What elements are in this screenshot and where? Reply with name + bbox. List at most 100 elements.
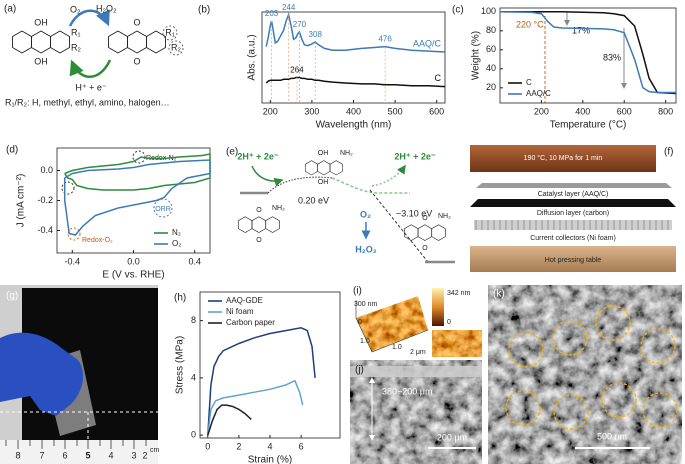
y-tick-label: 60	[486, 44, 496, 54]
reagent: O₂	[70, 4, 81, 14]
ruler-ticks	[5, 440, 147, 449]
reagent: H⁺ + e⁻	[75, 82, 107, 92]
ruler-label: 7	[39, 450, 44, 460]
plot-frame	[499, 7, 677, 104]
molecule	[305, 160, 343, 176]
series-line	[207, 404, 252, 436]
reagent: 2H⁺ + 2e⁻	[394, 151, 436, 161]
series-line	[265, 12, 446, 53]
panel-label: (a)	[4, 4, 16, 15]
legend-label: AAQ/C	[526, 89, 551, 98]
x-tick-label: 0	[205, 441, 210, 451]
series-label: AAQ/C	[413, 38, 442, 48]
atom-label: O	[422, 245, 428, 252]
x-tick-label: 400	[346, 106, 361, 116]
x-tick-label: 600	[429, 106, 444, 116]
plot-frame	[261, 11, 446, 104]
peak-label: 203	[265, 9, 279, 18]
panel-a: (a) OH OH R₁ R₂ O O R₁ R₂ O₂ H₂O₂ H⁺ + e…	[4, 3, 184, 107]
ruler-label: 8	[15, 450, 20, 460]
x-axis-label: Strain (%)	[248, 455, 292, 464]
x-tick-label: 300	[304, 106, 319, 116]
x-axis-label: Wavelength (nm)	[316, 120, 392, 131]
panel-i: (i) 300 nm 0 1.0 1.0 2 μm 342 nm 0	[353, 286, 482, 357]
y-tick-label: 20	[486, 82, 496, 92]
glove	[0, 332, 84, 416]
ruler-label: 2	[142, 450, 147, 460]
legend-label: C	[526, 78, 532, 87]
layer-label: Catalyst layer (AAQ/C)	[538, 191, 609, 198]
panel-c-notes: 220 °C 17% 83%	[516, 12, 627, 103]
peak-label: 264	[290, 66, 304, 75]
y-tick-label: 40	[486, 63, 496, 73]
highlight	[67, 227, 81, 241]
series-label: C	[435, 73, 442, 83]
ruler-label: 5	[85, 450, 90, 460]
y-tick-label: 0	[191, 430, 196, 440]
x-tick-label: -0.4	[65, 256, 81, 266]
series-line	[265, 76, 446, 88]
panel-j: 380~200 μm 200 μm (j)	[350, 360, 482, 464]
x-tick-label: 6	[299, 441, 304, 451]
series-line	[499, 11, 676, 94]
plot-frame	[199, 291, 341, 439]
molecule	[108, 30, 166, 54]
series-line	[207, 379, 304, 436]
x-tick-label: 200	[263, 106, 278, 116]
series-line	[207, 327, 316, 436]
afm-label: 0	[358, 319, 362, 326]
peak-label: 244	[282, 3, 296, 12]
peak-label: 476	[378, 35, 392, 44]
color-bar-label: 0	[447, 319, 451, 326]
y-axis-label: Weight (%)	[471, 31, 482, 80]
panel-label: (j)	[355, 365, 364, 376]
peak-label: 270	[293, 20, 307, 29]
x-tick-label: 600	[617, 106, 632, 116]
atom-label: O	[256, 237, 262, 244]
reagent: O₂	[360, 209, 371, 219]
annotation: 17%	[572, 25, 590, 35]
y-axis-label: J (mA cm⁻²)	[16, 174, 27, 228]
atom-label: O	[422, 215, 428, 222]
scale-label: 200 μm	[437, 432, 467, 442]
series-line	[500, 11, 677, 95]
atom-label: OH	[34, 56, 48, 66]
scale-label: 500 nm	[597, 431, 627, 441]
color-bar	[432, 288, 444, 326]
afm-axes	[355, 300, 429, 353]
panel-label: (k)	[493, 289, 505, 300]
x-tick-label: 200	[534, 106, 549, 116]
pathway	[369, 189, 429, 263]
arrow	[251, 165, 284, 187]
note: R₁/R₂: H, methyl, ethyl, amino, halogen…	[5, 97, 170, 107]
series-line	[63, 159, 211, 236]
sem-top-layer	[350, 366, 482, 377]
panel-f: (f) 190 °C, 10 MPa for 1 min Catalyst la…	[470, 145, 676, 272]
x-tick-label: 800	[658, 106, 673, 116]
legend-label: O₂	[172, 239, 181, 248]
annotation: 83%	[603, 52, 621, 62]
atom-label: OH	[34, 17, 48, 27]
x-axis-label: Temperature (°C)	[550, 120, 627, 131]
atom-label: OH	[318, 179, 329, 186]
thickness-label: 380~200 μm	[382, 386, 432, 396]
layer-label: Diffusion layer (carbon)	[537, 210, 609, 217]
pathway	[331, 177, 410, 194]
reagent: H₂O₂	[355, 244, 377, 254]
panel-label: (c)	[452, 5, 464, 16]
x-tick-label: 2	[236, 441, 241, 451]
panel-label: (b)	[198, 5, 210, 16]
series-line	[64, 153, 211, 191]
highlight	[162, 25, 178, 41]
y-axis-label: Stress (MPa)	[175, 336, 186, 394]
x-tick-label: 500	[388, 106, 403, 116]
x-tick-label: 4	[267, 441, 272, 451]
ruler	[0, 440, 158, 464]
atom-label: O	[256, 207, 262, 214]
annotation: Redox-O₂	[82, 237, 113, 244]
atom-label: R₂	[171, 42, 181, 52]
ruler-label: 6	[62, 450, 67, 460]
energy-label: −3.10 eV	[396, 208, 432, 218]
reagent: H₂O₂	[96, 3, 117, 13]
press-plate	[470, 145, 656, 172]
